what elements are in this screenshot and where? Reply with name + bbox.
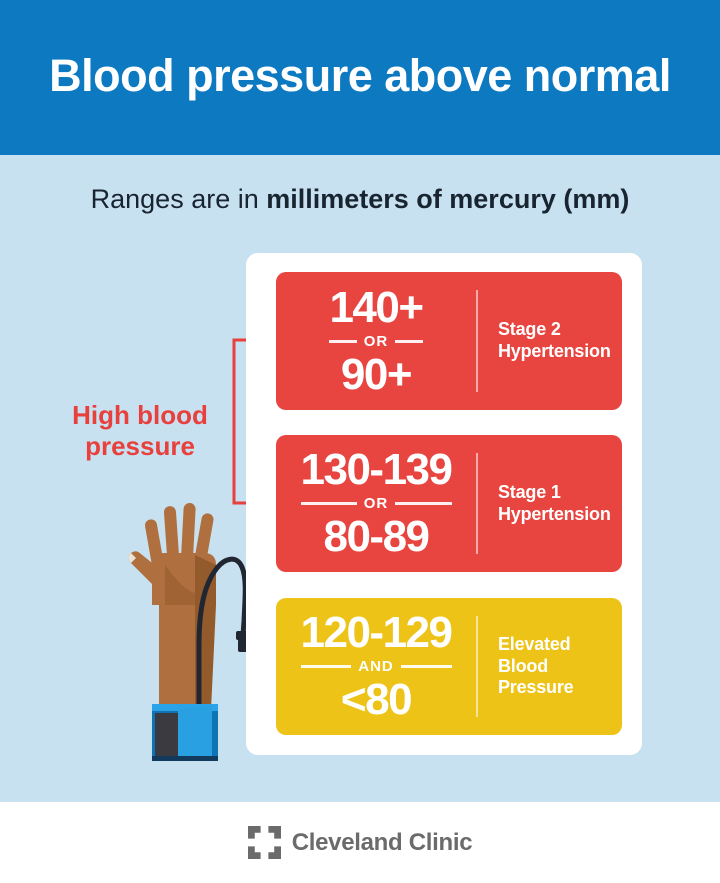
stage-divider — [476, 453, 478, 554]
range-values: 130-139 OR 80-89 — [276, 435, 476, 572]
range-values: 140+ OR 90+ — [276, 272, 476, 410]
bp-tube — [196, 556, 248, 711]
stage-divider — [476, 290, 478, 392]
separator-line — [300, 665, 352, 668]
conjunction-separator: OR — [329, 332, 423, 350]
systolic-value: 120-129 — [300, 608, 453, 657]
separator-line — [300, 502, 357, 505]
conjunction-label: OR — [363, 495, 389, 512]
units-note-prefix: Ranges are in — [90, 184, 267, 214]
systolic-value: 130-139 — [300, 445, 453, 494]
page-title: Blood pressure above normal — [49, 49, 671, 101]
footer-band: Cleveland Clinic — [0, 802, 720, 883]
range-box-elevated: 120-129 AND <80 Elevated Blood Pressure — [276, 598, 622, 735]
range-box-stage1: 130-139 OR 80-89 Stage 1 Hypertension — [276, 435, 622, 572]
diastolic-value: 90+ — [340, 349, 413, 399]
arm-with-bp-cuff-illustration — [128, 503, 250, 761]
brand-name: Cleveland Clinic — [291, 828, 473, 856]
range-values: 120-129 AND <80 — [276, 598, 476, 735]
ranges-card: 140+ OR 90+ Stage 2 Hypertension 130-139 — [246, 253, 642, 755]
diastolic-value: 80-89 — [323, 512, 430, 561]
units-note: Ranges are in millimeters of mercury (mm… — [0, 184, 720, 215]
systolic-value: 140+ — [329, 282, 424, 332]
separator-line — [400, 665, 452, 668]
stage-divider — [476, 616, 478, 717]
conjunction-label: AND — [358, 658, 394, 675]
separator-line — [395, 339, 423, 343]
conjunction-separator: AND — [300, 658, 452, 675]
diastolic-value: <80 — [340, 675, 413, 724]
cleveland-clinic-logo-icon — [247, 826, 281, 859]
separator-line — [395, 502, 452, 505]
units-note-bold: millimeters of mercury (mm) — [266, 184, 630, 214]
stage-label: Elevated Blood Pressure — [498, 634, 574, 698]
stage-label: Stage 2 Hypertension — [498, 319, 611, 361]
conjunction-separator: OR — [300, 495, 452, 512]
header-band: Blood pressure above normal — [0, 0, 720, 155]
stage-label: Stage 1 Hypertension — [498, 481, 611, 524]
bp-cuff — [152, 704, 218, 761]
high-blood-pressure-label: High blood pressure — [72, 400, 208, 461]
range-box-stage2: 140+ OR 90+ Stage 2 Hypertension — [276, 272, 622, 410]
conjunction-label: OR — [363, 332, 389, 350]
separator-line — [329, 339, 357, 343]
